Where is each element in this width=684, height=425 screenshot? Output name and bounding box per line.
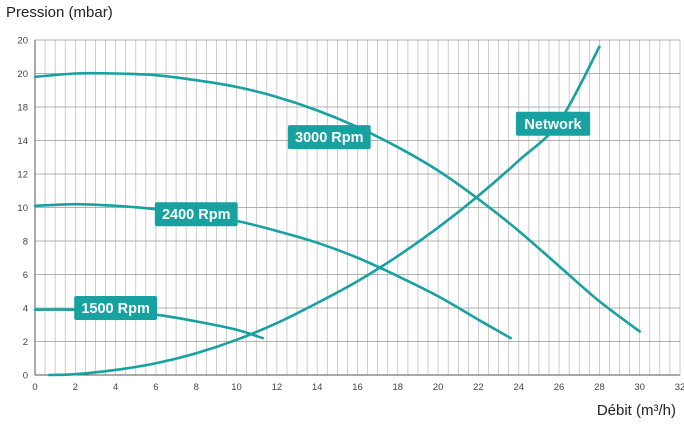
x-axis-title: Débit (m³/h) [596,402,676,419]
x-tick-label: 18 [393,382,404,393]
x-tick-label: 26 [554,382,565,393]
series-label-box [74,296,158,320]
y-tick-label: 12 [17,170,28,181]
series-label-box [154,202,238,227]
x-tick-label: 8 [194,382,199,393]
y-tick-label: 20 [17,36,28,47]
x-tick-label: 4 [113,382,118,393]
series-label-text: 3000 Rpm [295,130,364,146]
y-tick-labels: 0 2 4 6 8 10 12 14 18 20 20 [17,36,28,382]
x-tick-label: 14 [312,382,323,393]
series-lines [33,45,641,377]
x-tick-label: 24 [513,382,524,393]
y-tick-label: 10 [17,203,28,214]
x-tick-label: 2 [73,382,78,393]
y-tick-label: 14 [17,136,28,147]
x-tick-label: 0 [32,382,37,393]
series-line-3000-rpm [33,71,641,333]
x-tick-label: 10 [231,382,242,393]
series-label-text: Network [524,117,582,133]
x-tick-label: 12 [272,382,283,393]
y-tick-label: 8 [23,237,28,248]
x-tick-label: 32 [675,382,684,393]
series-label-network: Network [515,111,591,136]
series-label-box [515,111,591,136]
y-axis-title: Pression (mbar) [6,4,113,21]
y-tick-label: 2 [23,337,28,348]
axes [34,40,680,376]
x-tick-label: 30 [634,382,645,393]
x-tick-labels: 0 2 4 6 8 10 12 14 16 18 20 22 24 26 28 30 32 [32,382,684,393]
x-tick-label: 28 [594,382,605,393]
series-labels: 3000 Rpm 2400 Rpm 1500 Rpm Network [74,111,591,320]
y-tick-label: 18 [17,103,28,114]
y-tick-label: 20 [17,69,28,80]
series-label-text: 1500 Rpm [81,301,150,317]
series-label-2400-rpm: 2400 Rpm [154,202,238,227]
y-tick-label: 6 [23,270,28,281]
series-line-network [47,45,601,377]
x-tick-label: 22 [473,382,484,393]
series-label-3000-rpm: 3000 Rpm [287,125,371,150]
series-label-box [287,125,371,150]
series-label-text: 2400 Rpm [162,207,231,223]
x-tick-label: 16 [352,382,363,393]
x-tick-label: 20 [433,382,444,393]
y-tick-label: 4 [23,304,28,315]
x-tick-label: 6 [153,382,158,393]
y-tick-label: 0 [23,371,28,382]
series-label-1500-rpm: 1500 Rpm [74,296,158,320]
series-line-2400-rpm [33,202,512,340]
